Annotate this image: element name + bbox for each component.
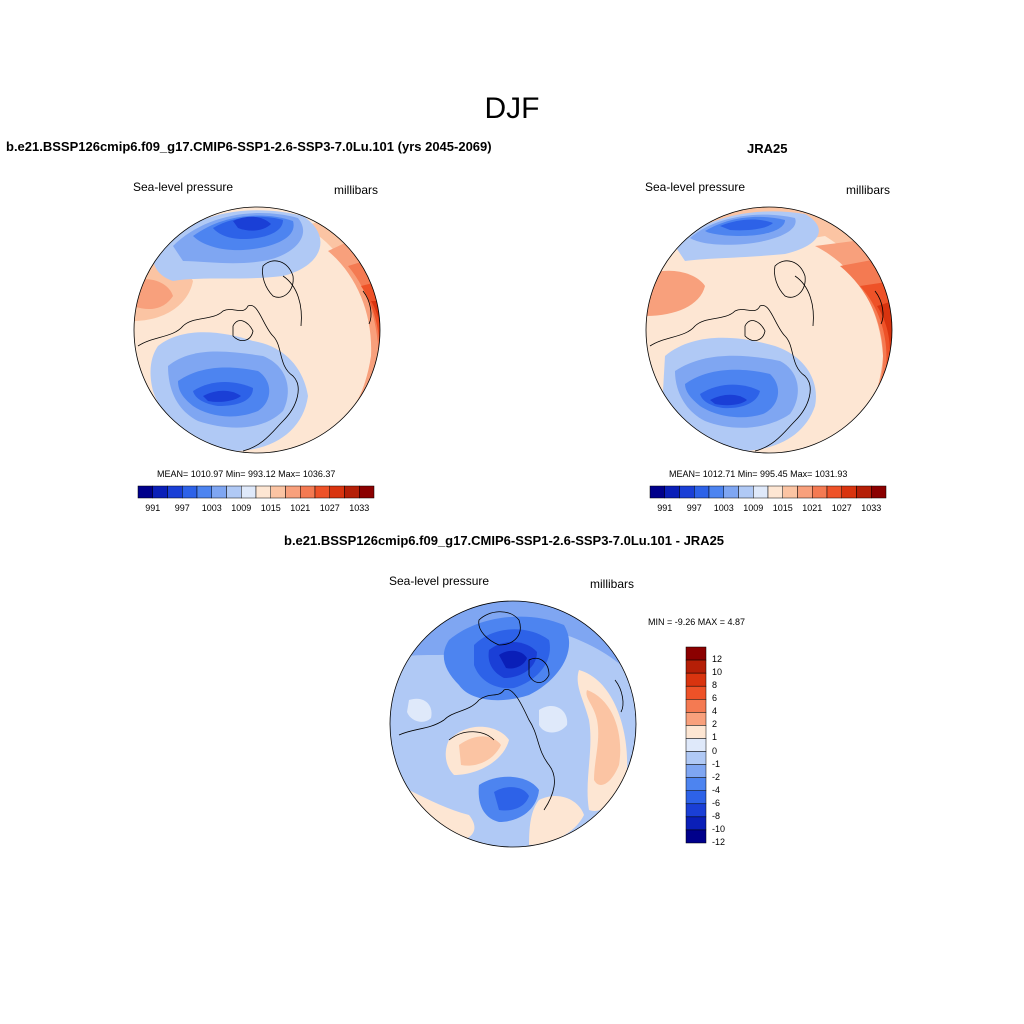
panel1-polar-map: [133, 206, 381, 454]
colorbar-swatch: [285, 485, 301, 499]
colorbar-swatch: [167, 485, 183, 499]
colorbar-tick-label: 1009: [743, 503, 764, 513]
colorbar-tick-label: 8: [712, 680, 718, 691]
colorbar-tick-label: 1003: [713, 503, 734, 513]
colorbar-swatch: [685, 790, 707, 805]
colorbar-swatch: [694, 485, 710, 499]
colorbar-tick-label: -1: [712, 758, 721, 769]
colorbar-tick-label: 1021: [802, 503, 823, 513]
colorbar-swatch: [137, 485, 153, 499]
colorbar-swatch: [782, 485, 798, 499]
colorbar-tick-label: 4: [712, 706, 718, 717]
colorbar-swatch: [196, 485, 212, 499]
colorbar-swatch: [359, 485, 375, 499]
colorbar-swatch: [314, 485, 330, 499]
colorbar-tick-label: 997: [174, 503, 190, 513]
colorbar-tick-label: 1021: [290, 503, 311, 513]
colorbar-swatch: [738, 485, 754, 499]
colorbar-swatch: [300, 485, 316, 499]
panel2-title: JRA25: [747, 141, 788, 156]
colorbar-tick-label: 1003: [201, 503, 222, 513]
colorbar-swatch: [856, 485, 872, 499]
colorbar-swatch: [182, 485, 198, 499]
colorbar-tick-label: 1: [712, 732, 718, 743]
colorbar-swatch: [812, 485, 828, 499]
colorbar-tick-label: 991: [657, 503, 673, 513]
figure-title: DJF: [484, 92, 540, 125]
colorbar-swatch: [685, 803, 707, 818]
colorbar-tick-label: 1033: [349, 503, 370, 513]
colorbar-swatch: [329, 485, 345, 499]
panel2-variable-label: Sea-level pressure: [645, 180, 746, 194]
panel2-colorbar: [649, 485, 887, 499]
colorbar-swatch: [685, 712, 707, 726]
colorbar-swatch: [226, 485, 242, 499]
colorbar-tick-label: 1009: [231, 503, 252, 513]
colorbar-swatch: [685, 699, 707, 713]
colorbar-swatch: [679, 485, 695, 499]
colorbar-tick-label: -12: [712, 837, 726, 847]
panel3-stats: MIN = -9.26 MAX = 4.87: [648, 617, 746, 627]
colorbar-tick-label: -2: [712, 771, 721, 782]
colorbar-swatch: [797, 485, 813, 499]
colorbar-swatch: [255, 485, 271, 499]
colorbar-swatch: [685, 725, 707, 739]
panel3-colorbar-labels: 12 10 8 6 4 2 1 0 -1 -2 -4 -6 -8 -10 -12: [710, 647, 740, 847]
colorbar-swatch: [664, 485, 680, 499]
panel3-colorbar: [685, 646, 707, 844]
colorbar-tick-label: -8: [712, 810, 721, 821]
colorbar-tick-label: 1033: [861, 503, 882, 513]
panel3-polar-map: [389, 600, 637, 848]
colorbar-swatch: [344, 485, 360, 499]
colorbar-swatch: [708, 485, 724, 499]
colorbar-swatch: [826, 485, 842, 499]
colorbar-swatch: [685, 738, 707, 752]
panel1-units-label: millibars: [334, 183, 379, 197]
panel3-variable-label: Sea-level pressure: [389, 574, 490, 588]
panel2-stats: MEAN= 1012.71 Min= 995.45 Max= 1031.93: [669, 469, 848, 479]
panel1-variable-label: Sea-level pressure: [133, 180, 234, 194]
colorbar-swatch: [723, 485, 739, 499]
colorbar-tick-label: 991: [145, 503, 161, 513]
panel2-units-label: millibars: [846, 183, 891, 197]
colorbar-swatch: [753, 485, 769, 499]
panel1-title: b.e21.BSSP126cmip6.f09_g17.CMIP6-SSP1-2.…: [6, 139, 492, 154]
panel1-colorbar: [137, 485, 375, 499]
colorbar-swatch: [685, 764, 707, 778]
colorbar-swatch: [685, 672, 707, 687]
colorbar-swatch: [241, 485, 257, 499]
colorbar-tick-label: 6: [712, 693, 718, 704]
colorbar-tick-label: -4: [712, 784, 721, 795]
panel3-title: b.e21.BSSP126cmip6.f09_g17.CMIP6-SSP1-2.…: [284, 533, 725, 548]
colorbar-swatch: [767, 485, 783, 499]
colorbar-tick-label: 997: [686, 503, 702, 513]
colorbar-tick-label: 12: [712, 654, 723, 665]
colorbar-tick-label: 0: [712, 745, 718, 756]
colorbar-swatch: [649, 485, 665, 499]
panel1-stats: MEAN= 1010.97 Min= 993.12 Max= 1036.37: [157, 469, 336, 479]
colorbar-swatch: [685, 659, 707, 674]
colorbar-tick-label: 1015: [260, 503, 281, 513]
colorbar-tick-label: 1027: [831, 503, 852, 513]
colorbar-swatch: [871, 485, 887, 499]
panel3-units-label: millibars: [590, 577, 635, 591]
colorbar-tick-label: -10: [712, 823, 726, 834]
colorbar-tick-label: -6: [712, 797, 721, 808]
colorbar-tick-label: 1015: [772, 503, 793, 513]
colorbar-swatch: [685, 685, 707, 700]
colorbar-tick-label: 10: [712, 667, 723, 678]
colorbar-tick-label: 1027: [319, 503, 340, 513]
colorbar-swatch: [270, 485, 286, 499]
colorbar-swatch: [152, 485, 168, 499]
colorbar-swatch: [685, 646, 707, 661]
colorbar-swatch: [685, 777, 707, 791]
colorbar-tick-label: 2: [712, 719, 718, 730]
colorbar-swatch: [685, 816, 707, 831]
panel2-polar-map: [645, 206, 893, 454]
colorbar-swatch: [211, 485, 227, 499]
colorbar-swatch: [685, 751, 707, 765]
colorbar-swatch: [685, 829, 707, 844]
colorbar-swatch: [841, 485, 857, 499]
